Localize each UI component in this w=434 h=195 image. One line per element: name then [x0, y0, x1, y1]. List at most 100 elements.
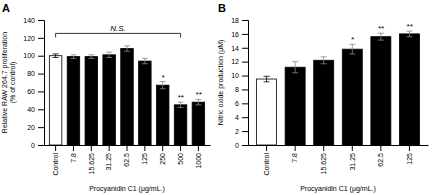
panel-label: A — [2, 2, 10, 14]
tick-mark — [295, 145, 296, 151]
annotations: *****N.S. — [56, 24, 203, 102]
tick: 0 — [31, 142, 44, 149]
bar — [399, 34, 419, 145]
tick: 16 — [231, 31, 248, 38]
tick: 2 — [235, 128, 248, 135]
tick-mark — [38, 74, 44, 75]
tick-label: 14 — [231, 45, 239, 52]
tick: 140 — [23, 17, 44, 24]
plot-area — [257, 31, 420, 145]
y-axis: 024681012141618 — [231, 17, 248, 149]
tick-mark — [242, 89, 248, 90]
tick-label: 0 — [31, 142, 35, 149]
tick-label: 15.625 — [320, 153, 327, 175]
tick-mark — [242, 20, 248, 21]
error-bar — [321, 57, 327, 64]
tick-label: 15.625 — [88, 153, 95, 175]
tick-label: 7.8 — [70, 153, 77, 163]
y-axis-title: Nitric oxide production (μM) — [217, 40, 225, 126]
axis-line — [249, 145, 429, 146]
error-bar-line — [88, 55, 94, 59]
tick: 500 — [177, 145, 184, 165]
tick-mark — [409, 145, 410, 151]
tick: 15.625 — [88, 145, 95, 174]
error-bar — [142, 58, 148, 63]
panel-label: B — [218, 2, 226, 14]
error-bar-line — [53, 54, 59, 58]
error-bar — [349, 44, 355, 54]
figure: 020406080100120140Control7.815.62531.256… — [0, 0, 434, 195]
tick-mark — [38, 109, 44, 110]
bar — [49, 56, 61, 145]
bracket — [56, 33, 181, 37]
bar — [174, 105, 186, 145]
tick-mark — [144, 145, 145, 151]
tick: 15.625 — [320, 145, 327, 174]
tick-label: 500 — [177, 153, 184, 165]
tick-mark — [91, 145, 92, 151]
significance-label: * — [351, 35, 355, 44]
tick: 20 — [27, 124, 44, 131]
bar — [121, 49, 133, 145]
panel: 020406080100120140Control7.815.62531.256… — [1, 2, 211, 193]
error-bar-line — [195, 99, 201, 104]
tick: 125 — [406, 145, 413, 165]
tick-mark — [380, 145, 381, 151]
tick-mark — [38, 38, 44, 39]
tick-label: Control — [263, 153, 270, 176]
tick-mark — [242, 103, 248, 104]
bar — [139, 61, 151, 145]
plot-area — [49, 46, 204, 145]
tick: 7.8 — [291, 145, 298, 163]
error-bar-line — [378, 33, 384, 40]
x-axis: Control7.815.62531.2562.51252505001000 — [45, 145, 211, 176]
tick: 6 — [235, 100, 248, 107]
tick-mark — [242, 34, 248, 35]
tick-label: 0 — [235, 142, 239, 149]
tick: 14 — [231, 45, 248, 52]
error-bar-line — [178, 102, 184, 107]
tick-label: 8 — [235, 86, 239, 93]
tick: 18 — [231, 17, 248, 24]
axis-line — [38, 21, 45, 146]
tick-label: 125 — [141, 153, 148, 165]
error-bar-line — [70, 55, 76, 59]
tick-mark — [198, 145, 199, 151]
tick-mark — [127, 145, 128, 151]
tick-label: 18 — [231, 17, 239, 24]
error-bar — [406, 31, 412, 37]
error-bar-line — [106, 52, 112, 57]
bar — [257, 79, 277, 145]
bar — [67, 57, 79, 145]
tick-label: 250 — [159, 153, 166, 165]
tick-mark — [162, 145, 163, 151]
tick-mark — [266, 145, 267, 151]
tick: 120 — [23, 35, 44, 42]
tick-mark — [73, 145, 74, 151]
bar — [342, 49, 362, 145]
tick-label: 7.8 — [291, 153, 298, 163]
tick-mark — [242, 48, 248, 49]
tick-label: 120 — [23, 35, 35, 42]
error-bar — [124, 46, 130, 51]
error-bar-line — [142, 58, 148, 63]
tick-mark — [323, 145, 324, 151]
bar — [285, 67, 305, 145]
significance-label: ** — [195, 90, 202, 99]
error-bar — [195, 99, 201, 104]
x-axis-title: Procyanidin C1 (μg/mL.) — [300, 185, 376, 193]
tick: 250 — [159, 145, 166, 165]
bar — [314, 60, 334, 145]
error-bar — [264, 76, 270, 82]
tick: 40 — [27, 106, 44, 113]
bar — [192, 102, 204, 145]
tick-label: 31.25 — [105, 153, 112, 171]
tick-label: 6 — [235, 100, 239, 107]
error-bar — [178, 102, 184, 107]
error-bar — [160, 82, 166, 89]
tick: Control — [52, 145, 59, 176]
error-bar — [292, 62, 298, 73]
error-bar-line — [292, 62, 298, 73]
tick-label: 140 — [23, 17, 35, 24]
error-bar — [70, 55, 76, 59]
